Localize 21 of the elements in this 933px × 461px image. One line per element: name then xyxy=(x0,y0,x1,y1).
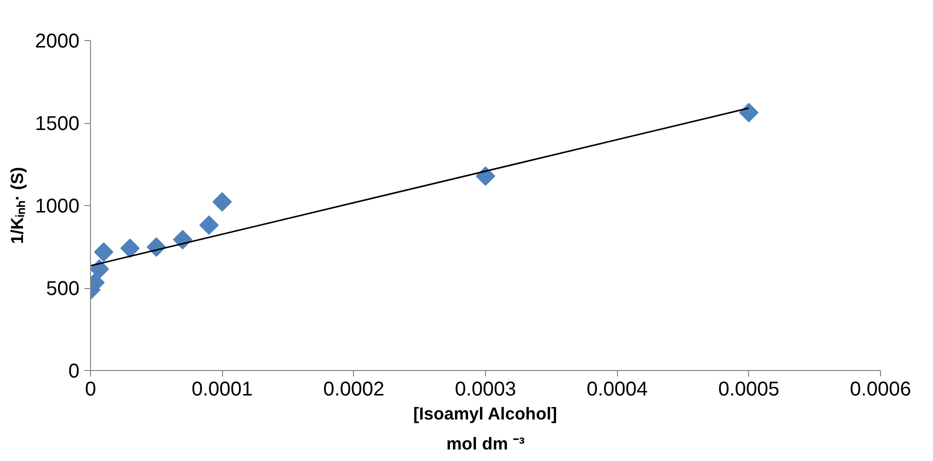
y-tick-label: 0 xyxy=(68,360,80,382)
text: [Isoamyl Alcohol] mol dm ⁻³ xyxy=(413,404,558,454)
point xyxy=(120,238,140,258)
y-tick-label: 500 xyxy=(46,278,80,300)
x-tick-label: 0.0005 xyxy=(718,378,780,400)
point xyxy=(199,215,219,235)
x-tick-label: 0.0001 xyxy=(192,378,253,400)
x-tick-label: 0 xyxy=(84,378,96,400)
point xyxy=(90,259,110,279)
x-tick-label: 0.0002 xyxy=(323,378,384,400)
point xyxy=(476,166,496,186)
point xyxy=(739,102,759,122)
y-tick-label: 2000 xyxy=(35,30,80,52)
y-axis-title: 1/Kᵢₙₕ· (S) xyxy=(7,166,28,244)
y-tick-label: 1000 xyxy=(35,196,80,218)
x-tick-label: 0.0004 xyxy=(586,378,648,400)
y-tick-label: 1500 xyxy=(35,113,80,135)
point xyxy=(212,192,232,212)
point xyxy=(94,242,114,262)
x-tick-label: 0.0003 xyxy=(454,378,516,400)
x-tick-label: 0.0006 xyxy=(850,378,912,400)
